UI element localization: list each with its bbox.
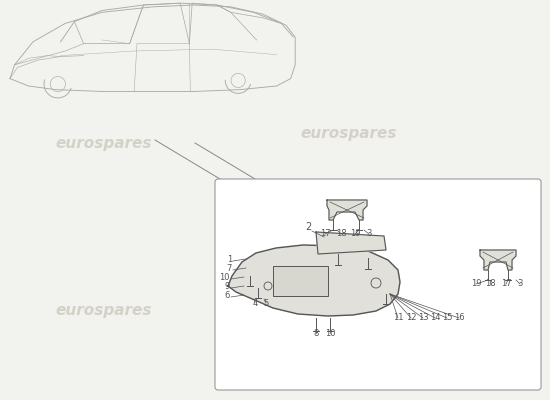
- Text: eurospares: eurospares: [55, 136, 151, 151]
- Bar: [273, 266, 328, 296]
- Text: 2: 2: [305, 222, 311, 232]
- Text: 4: 4: [252, 299, 257, 308]
- Text: 5: 5: [263, 299, 268, 308]
- Text: eurospares: eurospares: [300, 126, 397, 141]
- Text: 11: 11: [393, 313, 403, 322]
- Text: 12: 12: [406, 313, 416, 322]
- Text: 15: 15: [442, 313, 452, 322]
- Text: 13: 13: [417, 313, 428, 322]
- Text: 18: 18: [485, 279, 496, 288]
- Text: 19: 19: [350, 229, 360, 238]
- Text: 9: 9: [225, 282, 230, 291]
- Text: 6: 6: [224, 291, 230, 300]
- Text: eurospares: eurospares: [295, 303, 392, 318]
- Text: 1: 1: [227, 255, 232, 264]
- Text: 3: 3: [518, 279, 522, 288]
- Polygon shape: [228, 245, 400, 316]
- Polygon shape: [327, 200, 367, 220]
- Text: 10: 10: [219, 273, 230, 282]
- Text: 17: 17: [320, 229, 331, 238]
- Text: 14: 14: [430, 313, 440, 322]
- Polygon shape: [480, 250, 516, 270]
- Text: 3: 3: [366, 229, 372, 238]
- Text: eurospares: eurospares: [55, 303, 151, 318]
- Text: 16: 16: [454, 313, 464, 322]
- Text: 18: 18: [336, 229, 346, 238]
- Text: 7: 7: [227, 264, 232, 273]
- Polygon shape: [316, 232, 386, 254]
- Text: 17: 17: [500, 279, 512, 288]
- Text: 19: 19: [471, 279, 481, 288]
- Text: 8: 8: [314, 329, 318, 338]
- Text: 10: 10: [324, 329, 336, 338]
- FancyBboxPatch shape: [215, 179, 541, 390]
